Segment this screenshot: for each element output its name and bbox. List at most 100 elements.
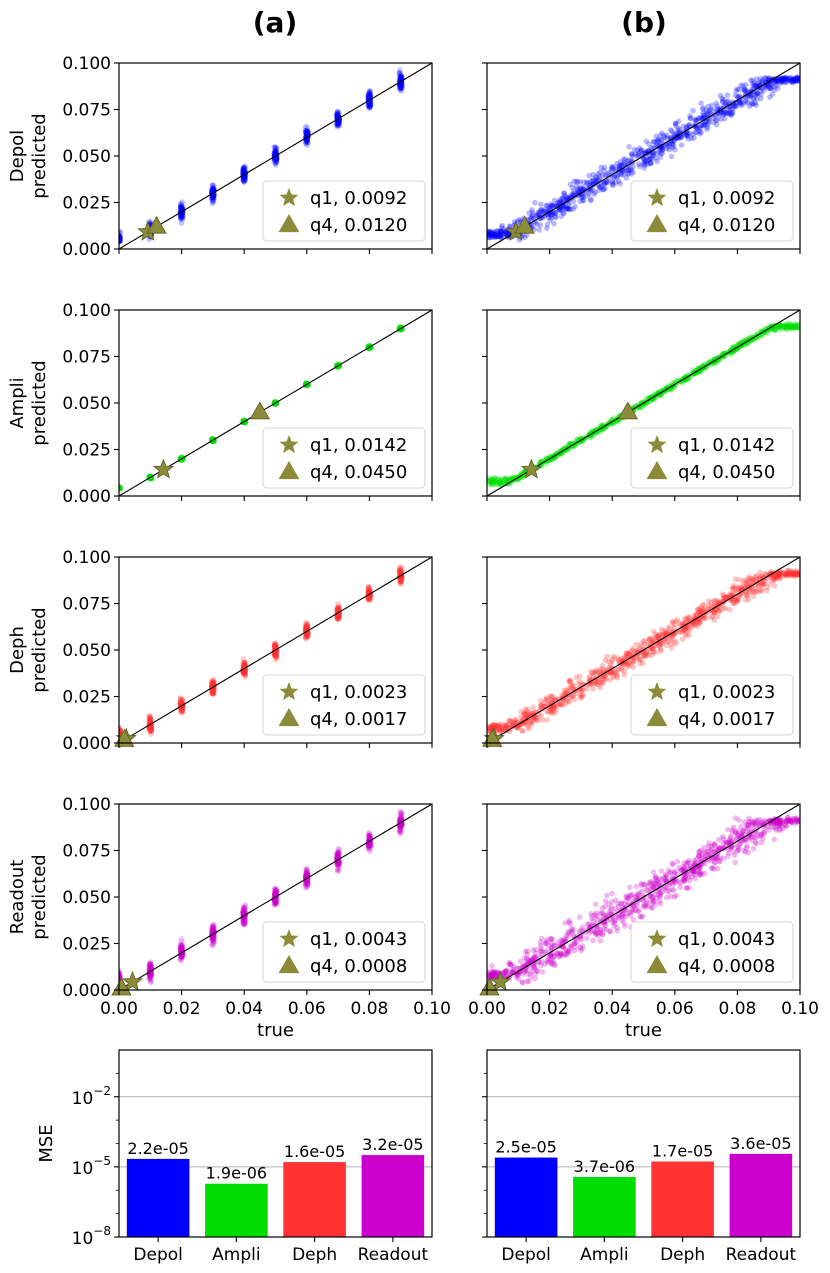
scatter-point (775, 77, 782, 84)
scatter-point (365, 92, 372, 99)
scatter-point (367, 101, 374, 108)
scatter-point (271, 399, 278, 406)
scatter-point (641, 165, 647, 171)
scatter-point (178, 204, 185, 211)
scatter-point (756, 83, 762, 89)
scatter-point (792, 77, 798, 84)
scatter-point (240, 169, 247, 175)
scatter-point (648, 159, 654, 166)
scatter-point (609, 179, 616, 185)
scatter-point (692, 123, 698, 130)
scatter-point (614, 175, 620, 181)
scatter-point (505, 476, 511, 482)
scatter-point (366, 88, 373, 94)
scatter-point (397, 580, 403, 586)
scatter-point (119, 485, 123, 491)
scatter-point (741, 86, 747, 93)
scatter-point (697, 131, 703, 137)
scatter-point (792, 77, 798, 84)
y-tick-label: 0.100 (62, 548, 111, 568)
scatter-point (549, 202, 556, 209)
scatter-point (209, 186, 216, 192)
scatter-point (567, 181, 574, 188)
scatter-point (210, 193, 217, 200)
scatter-point (698, 115, 704, 121)
scatter-point (242, 177, 248, 183)
scatter-point (179, 212, 186, 219)
scatter-point (601, 167, 607, 174)
scatter-point (785, 76, 792, 82)
scatter-point (397, 82, 404, 89)
scatter-point (541, 208, 548, 214)
scatter-point (210, 198, 217, 204)
scatter-point (579, 191, 586, 197)
scatter-point (650, 152, 656, 158)
scatter-point (565, 205, 572, 212)
scatter-point (544, 225, 550, 232)
scatter-point (366, 93, 373, 100)
scatter-point (661, 132, 667, 139)
scatter-point (119, 485, 122, 491)
scatter-point (724, 99, 730, 105)
scatter-point (781, 75, 788, 82)
scatter-point (759, 85, 765, 92)
scatter-point (494, 228, 501, 234)
scatter-point (366, 104, 373, 110)
scatter-point (119, 485, 122, 492)
scatter-point (694, 125, 700, 131)
scatter-point (548, 211, 554, 218)
scatter-point (336, 116, 343, 123)
scatter-point (304, 124, 311, 131)
scatter-point (565, 205, 571, 212)
scatter-point (559, 195, 565, 202)
identity-line (486, 62, 801, 250)
scatter-point (588, 196, 594, 202)
scatter-point (604, 178, 610, 184)
scatter-point (688, 135, 695, 142)
scatter-point (365, 94, 372, 100)
scatter-point (616, 162, 623, 169)
scatter-point (532, 199, 538, 206)
scatter-point (647, 153, 653, 159)
scatter-point (240, 167, 246, 173)
scatter-point (242, 419, 248, 426)
scatter-point (178, 214, 184, 220)
scatter-point (273, 158, 280, 164)
scatter-point (642, 150, 649, 157)
scatter-point (561, 190, 567, 196)
scatter-point (119, 485, 122, 491)
scatter-point (304, 129, 311, 135)
scatter-point (119, 237, 123, 244)
scatter-point (666, 146, 673, 153)
scatter-point (692, 118, 699, 124)
scatter-point (336, 116, 342, 123)
scatter-point (334, 112, 341, 118)
scatter-point (569, 184, 576, 191)
scatter-point (692, 116, 699, 123)
scatter-point (273, 160, 279, 166)
scatter-point (654, 158, 660, 165)
scatter-point (785, 76, 791, 82)
scatter-point (747, 94, 753, 100)
scatter-point (752, 100, 758, 106)
scatter-point (366, 105, 373, 111)
scatter-point (690, 107, 696, 114)
scatter-point (210, 194, 217, 201)
scatter-point (549, 203, 555, 209)
scatter-point (493, 233, 499, 239)
scatter-point (210, 185, 216, 192)
scatter-point (560, 195, 566, 201)
scatter-point (336, 118, 342, 125)
scatter-point (366, 100, 373, 106)
scatter-point (751, 82, 757, 89)
scatter-point (147, 473, 153, 480)
scatter-point (334, 112, 341, 119)
scatter-point (658, 137, 665, 143)
scatter-point (119, 485, 123, 491)
scatter-point (610, 164, 617, 170)
scatter-point (336, 119, 342, 125)
scatter-point (271, 157, 278, 163)
scatter-point (636, 163, 643, 170)
scatter-point (273, 155, 280, 161)
scatter-point (573, 183, 580, 189)
